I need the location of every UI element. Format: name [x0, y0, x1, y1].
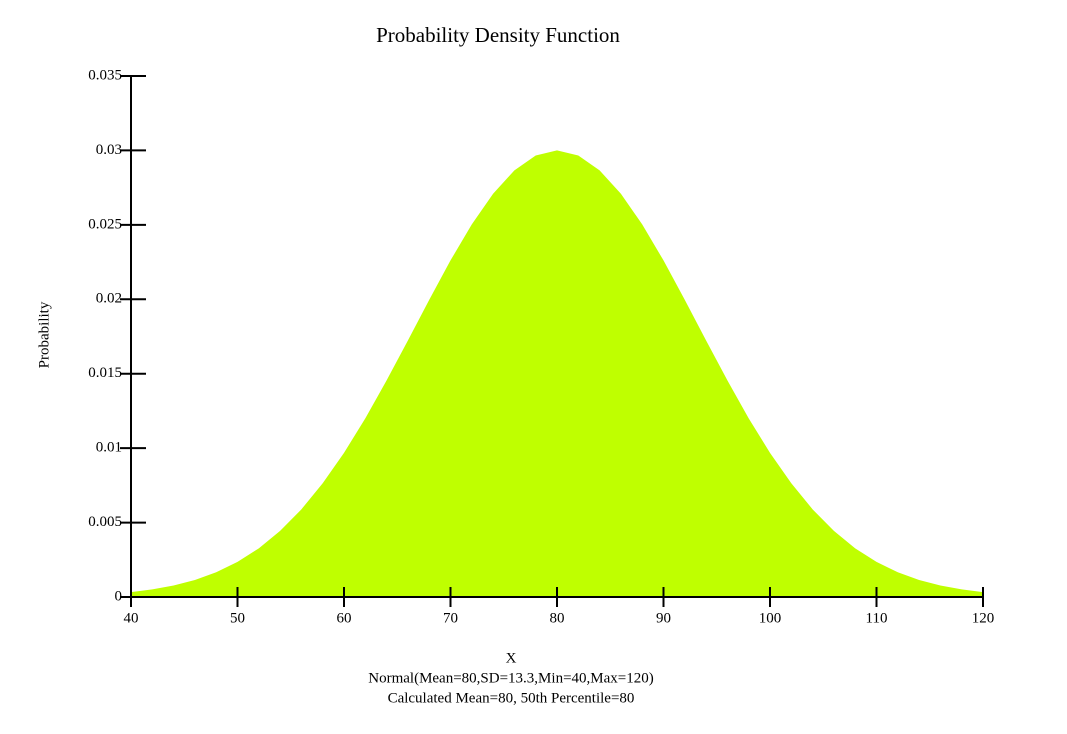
x-tick-label: 50 — [230, 610, 245, 626]
y-tick-label: 0 — [115, 588, 123, 604]
x-tick-label: 70 — [443, 610, 458, 626]
y-tick-label: 0.005 — [88, 514, 122, 530]
note: Calculated Mean=80, 50th Percentile=80 — [388, 690, 635, 706]
y-tick-label: 0.035 — [88, 67, 122, 83]
y-tick-label: 0.03 — [96, 142, 122, 158]
y-tick-label: 0.01 — [96, 440, 122, 456]
x-tick-label: 100 — [759, 610, 782, 626]
note: Normal(Mean=80,SD=13.3,Min=40,Max=120) — [368, 670, 653, 686]
x-tick-label: 40 — [124, 610, 139, 626]
y-tick-label: 0.015 — [88, 365, 122, 381]
x-tick-label: 90 — [656, 610, 671, 626]
x-tick-label: 80 — [550, 610, 565, 626]
chart-title: Probability Density Function — [376, 23, 620, 47]
x-axis-label: X — [506, 650, 517, 666]
y-tick-label: 0.025 — [88, 216, 122, 232]
y-axis-label: Probability — [36, 301, 52, 368]
x-tick-label: 110 — [866, 610, 888, 626]
x-tick-label: 60 — [337, 610, 352, 626]
y-tick-label: 0.02 — [96, 291, 122, 307]
x-tick-label: 120 — [972, 610, 995, 626]
area — [131, 150, 983, 597]
